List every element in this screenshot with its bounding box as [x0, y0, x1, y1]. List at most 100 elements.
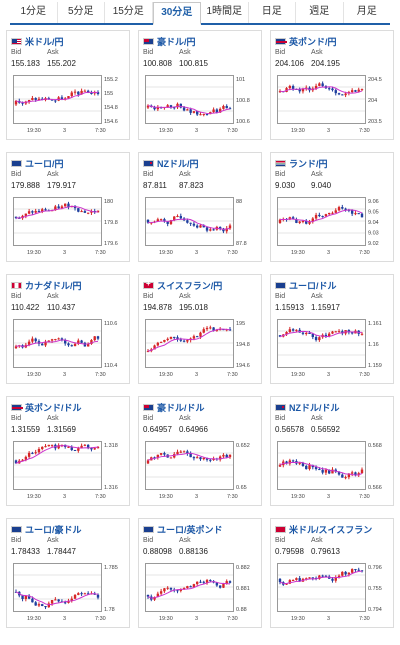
tab-30min[interactable]: 30分足 — [152, 2, 201, 25]
currency-pair-link[interactable]: スイスフラン/円 — [143, 279, 222, 292]
mini-candlestick-chart[interactable]: 204.5 204 203.5 19:30 3 7:30 — [277, 75, 391, 137]
tab-1hour[interactable]: 1時間足 — [201, 2, 249, 23]
candle-body — [41, 343, 44, 346]
candle-body — [27, 341, 31, 345]
currency-pair-link[interactable]: 豪ドル/ドル — [143, 401, 205, 414]
mini-candlestick-chart[interactable]: 1.318 1.316 19:30 3 7:30 — [13, 441, 127, 503]
candle-body — [318, 469, 321, 471]
candle-body — [357, 569, 360, 571]
currency-card[interactable]: ユーロ/豪ドル Bid Ask 1.78433 1.78447 1.785 1.78 19:3… — [6, 518, 130, 628]
candle-body — [67, 96, 70, 99]
candle-body — [318, 337, 321, 341]
mini-candlestick-chart[interactable]: 0.568 0.566 19:30 3 7:30 — [277, 441, 391, 503]
candle-body — [301, 462, 305, 466]
candle-body — [341, 571, 344, 576]
currency-pair-link[interactable]: NZドル/ドル — [275, 401, 340, 414]
tab-daily[interactable]: 日足 — [249, 2, 296, 23]
currency-card[interactable]: ユーロ/ドル Bid Ask 1.15913 1.15917 1.161 1.16 1.159… — [270, 274, 394, 384]
currency-card[interactable]: 米ドル/スイスフラン Bid Ask 0.79598 0.79613 0.796 0.755… — [270, 518, 394, 628]
mini-candlestick-chart[interactable]: 1.161 1.16 1.159 19:30 3 7:30 — [277, 319, 391, 381]
currency-card[interactable]: NZドル/円 Bid Ask 87.811 87.823 88 87.8 19:30 3 7:30 — [138, 152, 262, 262]
mini-candlestick-chart[interactable]: 195 194.8 194.6 19:30 3 7:30 — [145, 319, 259, 381]
bid-label: Bid — [11, 415, 22, 422]
currency-card[interactable]: 英ポンド/ドル Bid Ask 1.31559 1.31569 1.318 1.316 19:… — [6, 396, 130, 506]
mini-candlestick-chart[interactable]: 0.796 0.755 0.794 19:30 3 7:30 — [277, 563, 391, 625]
currency-card[interactable]: 豪ドル/ドル Bid Ask 0.64957 0.64966 0.652 0.65 19:30… — [138, 396, 262, 506]
candle-body — [196, 581, 199, 585]
mini-candlestick-chart[interactable]: 0.652 0.65 19:30 3 7:30 — [145, 441, 259, 503]
currency-pair-link[interactable]: 米ドル/円 — [11, 35, 64, 48]
currency-pair-link[interactable]: 英ポンド/円 — [275, 35, 337, 48]
tab-5min[interactable]: 5分足 — [58, 2, 105, 23]
currency-pair-link[interactable]: NZドル/円 — [143, 157, 199, 170]
mini-candlestick-chart[interactable]: 101 100.8 100.6 19:30 3 7:30 — [145, 75, 259, 137]
currency-card[interactable]: ユーロ/英ポンド Bid Ask 0.88098 0.88136 0.882 0.881 0.… — [138, 518, 262, 628]
candle-body — [288, 460, 292, 464]
currency-card[interactable]: ランド/円 Bid Ask 9.030 9.040 9.06 9.05 9.04 9.03 9.0… — [270, 152, 394, 262]
tab-monthly[interactable]: 月足 — [356, 6, 377, 17]
candle-body — [212, 109, 215, 113]
tab-15min[interactable]: 15分足 — [105, 2, 153, 23]
y-tick-label: 1.78 — [104, 607, 115, 613]
bid-ask-labels: Bid Ask — [11, 537, 83, 544]
bid-value: 0.64957 — [143, 425, 172, 434]
candle-body — [44, 341, 47, 346]
currency-card[interactable]: 米ドル/円 Bid Ask 155.183 155.202 155.2 155 154.8 15… — [6, 30, 130, 140]
mini-candlestick-chart[interactable]: 110.6 110.4 19:30 3 7:30 — [13, 319, 127, 381]
mini-candlestick-chart[interactable]: 0.882 0.881 0.88 19:30 3 7:30 — [145, 563, 259, 625]
candle-body — [196, 111, 199, 115]
mini-candlestick-chart[interactable]: 155.2 155 154.8 154.6 19:30 3 7:30 — [13, 75, 127, 137]
candle-body — [189, 586, 192, 588]
currency-pair-link[interactable]: 豪ドル/円 — [143, 35, 196, 48]
candle-body — [209, 459, 212, 461]
candle-body — [318, 83, 321, 86]
candle-body — [212, 229, 215, 231]
currency-pair-link[interactable]: ユーロ/ドル — [275, 279, 337, 292]
currency-pair-link[interactable]: ランド/円 — [275, 157, 328, 170]
currency-card[interactable]: 豪ドル/円 Bid Ask 100.808 100.815 101 100.8 100.6 19… — [138, 30, 262, 140]
currency-pair-link[interactable]: 英ポンド/ドル — [11, 401, 82, 414]
currency-pair-link[interactable]: ユーロ/豪ドル — [11, 523, 82, 536]
candle-body — [50, 444, 54, 446]
candle-body — [31, 338, 34, 342]
candle-body — [86, 212, 90, 214]
bid-ask-labels: Bid Ask — [275, 415, 347, 422]
currency-card[interactable]: ユーロ/円 Bid Ask 179.888 179.917 180 179.8 179.6 19… — [6, 152, 130, 262]
candle-body — [199, 114, 202, 116]
currency-pair-link[interactable]: ユーロ/英ポンド — [143, 523, 223, 536]
mini-candlestick-chart[interactable]: 1.785 1.78 19:30 3 7:30 — [13, 563, 127, 625]
x-tick-label: 19:30 — [291, 616, 305, 622]
candle-body — [186, 340, 189, 342]
currency-pair-title: 英ポンド/ドル — [25, 403, 82, 413]
y-tick-label: 0.566 — [368, 485, 382, 491]
currency-card[interactable]: NZドル/ドル Bid Ask 0.56578 0.56592 0.568 0.566 19:… — [270, 396, 394, 506]
currency-pair-link[interactable]: ユーロ/円 — [11, 157, 64, 170]
bid-ask-labels: Bid Ask — [11, 49, 83, 56]
moving-average-line — [279, 570, 363, 584]
mini-candlestick-chart[interactable]: 9.06 9.05 9.04 9.03 9.02 19:30 3 7:30 — [277, 197, 391, 259]
currency-card[interactable]: 英ポンド/円 Bid Ask 204.106 204.195 204.5 204 203.5 1… — [270, 30, 394, 140]
x-tick-label: 3 — [327, 128, 330, 134]
chart-svg: 88 87.8 19:30 3 7:30 — [145, 197, 247, 256]
candle-body — [334, 90, 337, 94]
candle-body — [37, 604, 41, 606]
candle-body — [146, 594, 150, 597]
tab-weekly[interactable]: 週足 — [296, 2, 344, 23]
mini-candlestick-chart[interactable]: 180 179.8 179.6 19:30 3 7:30 — [13, 197, 127, 259]
y-tick-label: 154.6 — [104, 119, 118, 125]
currency-pair-link[interactable]: 米ドル/スイスフラン — [275, 523, 372, 536]
tab-1min[interactable]: 1分足 — [10, 2, 58, 23]
candle-body — [159, 341, 163, 343]
bid-value: 179.888 — [11, 181, 40, 190]
candle-body — [83, 593, 87, 595]
bid-label: Bid — [275, 537, 286, 544]
currency-pair-link[interactable]: カナダドル/円 — [11, 279, 82, 292]
mini-candlestick-chart[interactable]: 88 87.8 19:30 3 7:30 — [145, 197, 259, 259]
candle-body — [96, 210, 100, 213]
ask-label: Ask — [47, 415, 59, 422]
currency-card[interactable]: カナダドル/円 Bid Ask 110.422 110.437 110.6 110.4 19:… — [6, 274, 130, 384]
candle-body — [182, 451, 186, 453]
gb-flag-icon — [11, 404, 23, 411]
y-tick-label: 0.652 — [236, 443, 250, 449]
